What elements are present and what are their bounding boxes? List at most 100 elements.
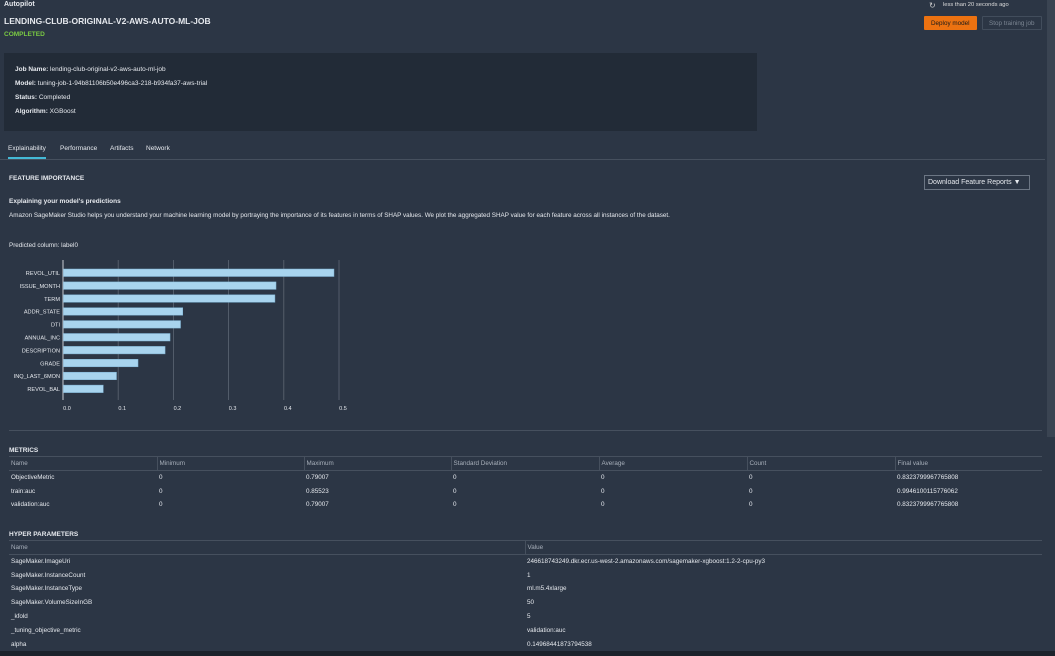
y-tick-label: REVOL_UTIL [26, 271, 60, 277]
bar [63, 359, 139, 368]
x-tick-label: 0.1 [118, 406, 126, 412]
table-cell: 0.85523 [306, 487, 329, 495]
tab-network[interactable]: Network [146, 145, 170, 152]
table-cell: 0 [159, 501, 163, 509]
table-cell: 0.8323799967765808 [897, 501, 959, 509]
feature-importance-chart: 0.0 0.1 0.2 0.3 0.4 0.5 REVOL_UTIL ISSUE_MONTH T… [14, 260, 347, 412]
table-cell: 0 [159, 487, 163, 495]
column-header[interactable]: Standard Deviation [451, 456, 600, 471]
table-cell: 0.14968441873794538 [527, 640, 592, 648]
table-row: ObjectiveMetric 0 0.79007 0 0 0 0.832379996776… [9, 471, 1042, 485]
explain-subheading: Explaining your model's predictions [9, 198, 121, 205]
x-tick-label: 0.3 [229, 406, 237, 412]
column-header[interactable]: Average [599, 456, 748, 471]
tab-explainability[interactable]: Explainability [8, 145, 46, 159]
tab-performance[interactable]: Performance [60, 145, 98, 152]
table-cell: 0 [601, 501, 605, 509]
bar [63, 281, 277, 290]
label: Algorithm: [15, 108, 48, 115]
status-value: Completed [38, 94, 71, 101]
table-row: SageMaker.InstanceType ml.m5.4xlarge [9, 582, 1042, 596]
column-header[interactable]: Name [9, 540, 526, 555]
tab-bar: Explainability Performance Artifacts Net… [0, 143, 1045, 160]
x-tick-label: 0.0 [63, 406, 71, 412]
label: Model: [15, 80, 36, 87]
model-row: Model: tuning-job-1-94b81106b50e496ca3-2… [15, 80, 207, 87]
table-cell: 1 [527, 571, 531, 579]
column-header[interactable]: Count [747, 456, 896, 471]
tab-artifacts[interactable]: Artifacts [110, 145, 134, 152]
table-row: alpha 0.14968441873794538 [9, 637, 1042, 651]
table-cell: ml.m5.4xlarge [527, 585, 567, 593]
table-cell: 0 [453, 487, 457, 495]
label: Job Name: [15, 66, 49, 73]
predicted-column: Predicted column: label0 [9, 242, 78, 249]
y-tick-label: GRADE [40, 361, 60, 367]
status-bar [0, 651, 1055, 656]
table-cell: 0 [453, 501, 457, 509]
label: Status: [15, 94, 38, 101]
table-cell: SageMaker.InstanceCount [11, 571, 86, 579]
column-header[interactable]: Value [525, 540, 1042, 555]
table-cell: 0.8323799967765808 [897, 474, 959, 482]
table-cell: 5 [527, 613, 531, 621]
table-cell: _kfold [11, 613, 28, 621]
job-name: lending-club-original-v2-aws-auto-ml-job [50, 66, 166, 73]
table-cell: _tuning_objective_metric [11, 626, 81, 634]
table-row: train:auc 0 0.85523 0 0 0 0.9946100115776062 [9, 484, 1042, 498]
table-cell: 0 [749, 487, 753, 495]
download-feature-reports-button[interactable]: Download Feature Reports ▼ [924, 175, 1030, 190]
y-tick-label: REVOL_BAL [27, 387, 60, 393]
table-cell: alpha [11, 640, 27, 648]
table-row: _tuning_objective_metric validation:auc [9, 623, 1042, 637]
table-cell: 0 [749, 474, 753, 482]
breadcrumb[interactable]: Autopilot [4, 1, 35, 8]
table-cell: 0 [453, 474, 457, 482]
hyper-parameters-table: Name Value SageMaker.ImageUri 246618743249.… [9, 540, 1042, 651]
table-cell: 246618743249.dkr.ecr.us-west-2.amazonaws… [527, 558, 766, 566]
table-cell: 0 [749, 501, 753, 509]
table-cell: 0 [601, 487, 605, 495]
y-tick-label: TERM [44, 297, 60, 303]
bar [63, 333, 171, 342]
status-row: Status: Completed [15, 94, 70, 101]
bar [63, 307, 183, 316]
table-row: validation:auc 0 0.79007 0 0 0 0.8323799967765… [9, 498, 1042, 512]
table-cell: SageMaker.ImageUri [11, 558, 71, 566]
column-header[interactable]: Name [9, 456, 158, 471]
table-cell: train:auc [11, 487, 36, 495]
y-tick-label: DTI [51, 323, 60, 329]
model-name: tuning-job-1-94b81106b50e496ca3-218-b934… [37, 80, 208, 87]
scrollbar[interactable] [1047, 0, 1055, 437]
page-title: LENDING-CLUB-ORIGINAL-V2-AWS-AUTO-ML-JOB [4, 16, 211, 26]
table-cell: validation:auc [527, 626, 566, 634]
table-cell: 0.79007 [306, 501, 329, 509]
column-header[interactable]: Final value [895, 456, 1042, 471]
y-tick-label: ISSUE_MONTH [20, 284, 60, 290]
y-tick-label: ANNUAL_INC [25, 336, 60, 342]
column-header[interactable]: Minimum [157, 456, 305, 471]
table-cell: validation:auc [11, 501, 50, 509]
algorithm-row: Algorithm: XGBoost [15, 108, 76, 115]
table-cell: 0 [159, 474, 163, 482]
hyper-parameters-heading: HYPER PARAMETERS [9, 531, 79, 538]
table-cell: 0.79007 [306, 474, 329, 482]
algorithm-value: XGBoost [49, 108, 76, 115]
refresh-icon[interactable]: ↻ [929, 1, 936, 10]
deploy-model-button[interactable]: Deploy model [924, 16, 977, 30]
table-row: SageMaker.ImageUri 246618743249.dkr.ecr.u… [9, 555, 1042, 569]
y-tick-label: ADDR_STATE [24, 310, 60, 316]
bar [63, 346, 166, 355]
y-tick-label: INQ_LAST_6MON [14, 374, 60, 380]
table-cell: 0 [601, 474, 605, 482]
column-header[interactable]: Maximum [304, 456, 452, 471]
bar [63, 294, 276, 303]
x-tick-label: 0.5 [339, 406, 347, 412]
divider [9, 430, 1042, 431]
stop-training-job-button[interactable]: Stop training job [982, 16, 1042, 30]
table-row: SageMaker.InstanceCount 1 [9, 568, 1042, 582]
status-badge: COMPLETED [4, 31, 45, 38]
job-info-panel: Job Name: lending-club-original-v2-aws-a… [4, 53, 757, 131]
bar [63, 320, 181, 329]
bar [63, 384, 104, 393]
